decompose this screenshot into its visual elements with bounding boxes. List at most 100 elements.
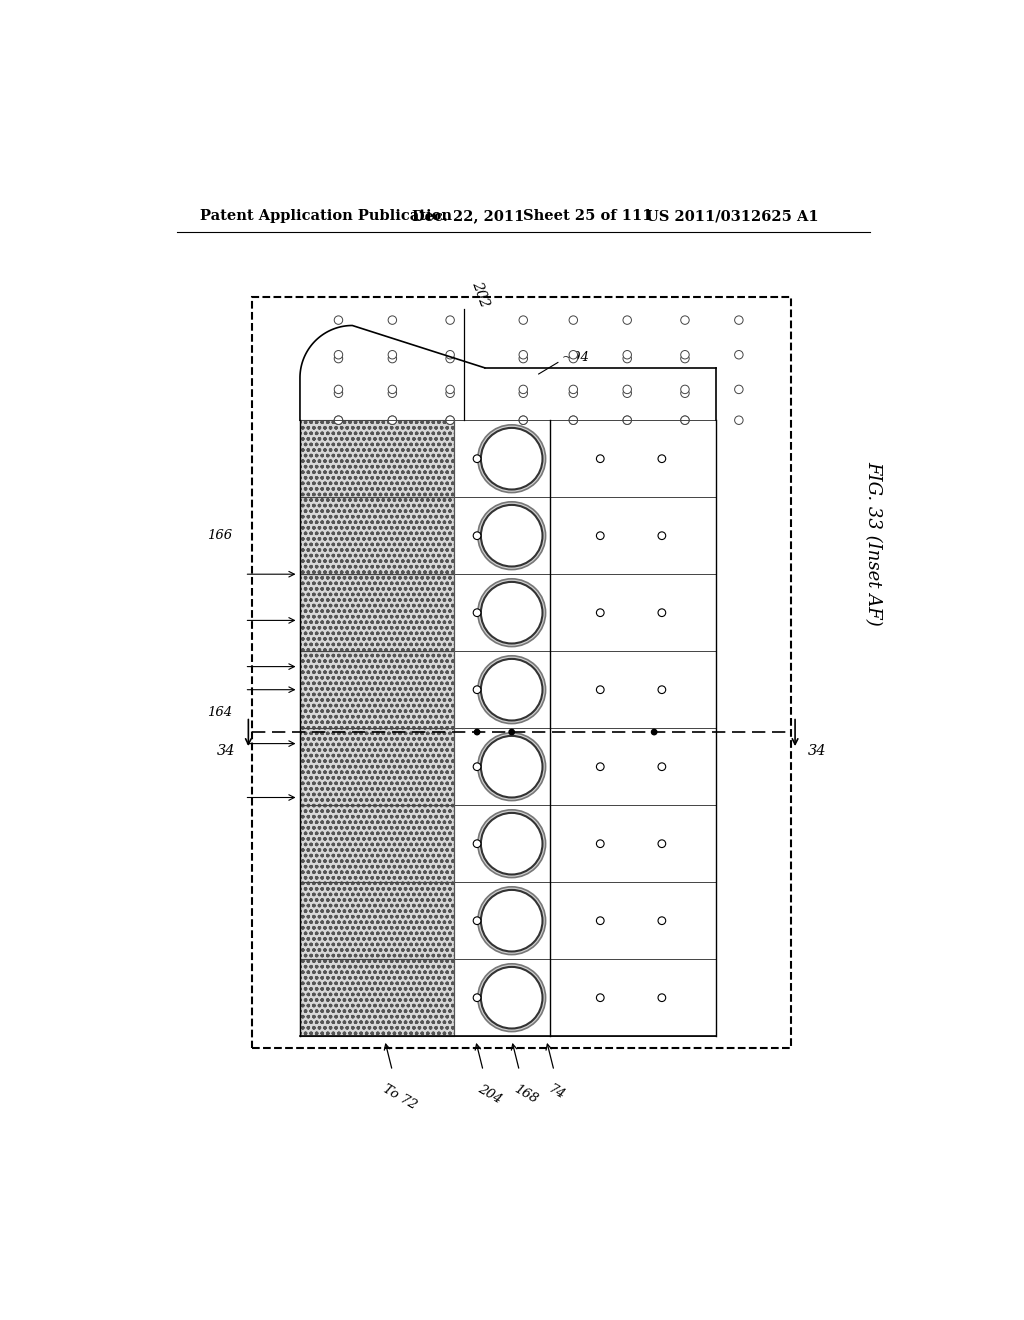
Circle shape: [388, 389, 396, 397]
Circle shape: [623, 385, 632, 393]
Circle shape: [651, 730, 656, 735]
Text: US 2011/0312625 A1: US 2011/0312625 A1: [646, 209, 819, 223]
Circle shape: [481, 582, 543, 644]
Text: FIG. 33 (Inset AF): FIG. 33 (Inset AF): [864, 461, 883, 626]
Circle shape: [569, 416, 578, 425]
Circle shape: [596, 532, 604, 540]
Circle shape: [658, 609, 666, 616]
Circle shape: [478, 425, 546, 492]
Circle shape: [596, 917, 604, 924]
Circle shape: [623, 351, 632, 359]
Bar: [252, 297, 792, 1048]
Circle shape: [623, 354, 632, 363]
Circle shape: [569, 351, 578, 359]
Circle shape: [658, 532, 666, 540]
Circle shape: [623, 416, 632, 425]
Circle shape: [481, 813, 543, 875]
Bar: [300, 882, 454, 960]
Text: 204: 204: [475, 1082, 504, 1106]
Circle shape: [734, 416, 743, 425]
Circle shape: [569, 416, 578, 425]
Circle shape: [681, 416, 689, 425]
Circle shape: [481, 737, 543, 797]
Circle shape: [388, 354, 396, 363]
Circle shape: [334, 354, 343, 363]
Circle shape: [334, 416, 343, 425]
Circle shape: [478, 810, 546, 878]
Bar: [300, 574, 454, 651]
Circle shape: [658, 763, 666, 771]
Circle shape: [658, 840, 666, 847]
Text: 34: 34: [217, 744, 236, 758]
Circle shape: [681, 385, 689, 393]
Circle shape: [596, 455, 604, 462]
Circle shape: [509, 730, 514, 735]
Circle shape: [473, 532, 481, 540]
Bar: [300, 960, 454, 1036]
Circle shape: [481, 506, 543, 566]
Circle shape: [478, 733, 546, 800]
Circle shape: [445, 315, 455, 325]
Circle shape: [473, 917, 481, 924]
Circle shape: [478, 887, 546, 954]
Circle shape: [388, 416, 396, 425]
Circle shape: [569, 389, 578, 397]
Circle shape: [481, 966, 543, 1028]
Circle shape: [658, 917, 666, 924]
Circle shape: [596, 686, 604, 693]
Circle shape: [473, 455, 481, 462]
Circle shape: [658, 686, 666, 693]
Circle shape: [473, 763, 481, 771]
Text: 164: 164: [207, 706, 232, 719]
Circle shape: [596, 994, 604, 1002]
Circle shape: [519, 416, 527, 425]
Circle shape: [334, 351, 343, 359]
Circle shape: [481, 890, 543, 952]
Circle shape: [681, 351, 689, 359]
Circle shape: [519, 354, 527, 363]
Circle shape: [334, 389, 343, 397]
Bar: [300, 805, 454, 882]
Circle shape: [473, 994, 481, 1002]
Text: 34: 34: [808, 744, 826, 758]
Circle shape: [623, 416, 632, 425]
Circle shape: [388, 315, 396, 325]
Circle shape: [681, 354, 689, 363]
Circle shape: [734, 351, 743, 359]
Circle shape: [478, 578, 546, 647]
Circle shape: [681, 315, 689, 325]
Circle shape: [388, 351, 396, 359]
Circle shape: [519, 315, 527, 325]
Circle shape: [596, 840, 604, 847]
Circle shape: [623, 389, 632, 397]
Circle shape: [596, 609, 604, 616]
Circle shape: [445, 416, 455, 425]
Bar: [300, 729, 454, 805]
Circle shape: [445, 385, 455, 393]
Text: 202: 202: [469, 279, 492, 309]
Text: ~94: ~94: [562, 351, 590, 363]
Text: 166: 166: [207, 529, 232, 543]
Text: Patent Application Publication: Patent Application Publication: [200, 209, 452, 223]
Circle shape: [681, 389, 689, 397]
Circle shape: [734, 315, 743, 325]
Text: To 72: To 72: [381, 1082, 419, 1111]
Circle shape: [445, 351, 455, 359]
Circle shape: [569, 354, 578, 363]
Circle shape: [445, 389, 455, 397]
Circle shape: [473, 686, 481, 693]
Circle shape: [623, 315, 632, 325]
Circle shape: [478, 964, 546, 1032]
Circle shape: [334, 385, 343, 393]
Text: Sheet 25 of 111: Sheet 25 of 111: [523, 209, 652, 223]
Circle shape: [519, 385, 527, 393]
Bar: [300, 498, 454, 574]
Circle shape: [658, 455, 666, 462]
Circle shape: [334, 315, 343, 325]
Circle shape: [478, 502, 546, 570]
Circle shape: [481, 659, 543, 721]
Circle shape: [481, 428, 543, 490]
Circle shape: [734, 385, 743, 393]
Circle shape: [473, 840, 481, 847]
Circle shape: [478, 656, 546, 723]
